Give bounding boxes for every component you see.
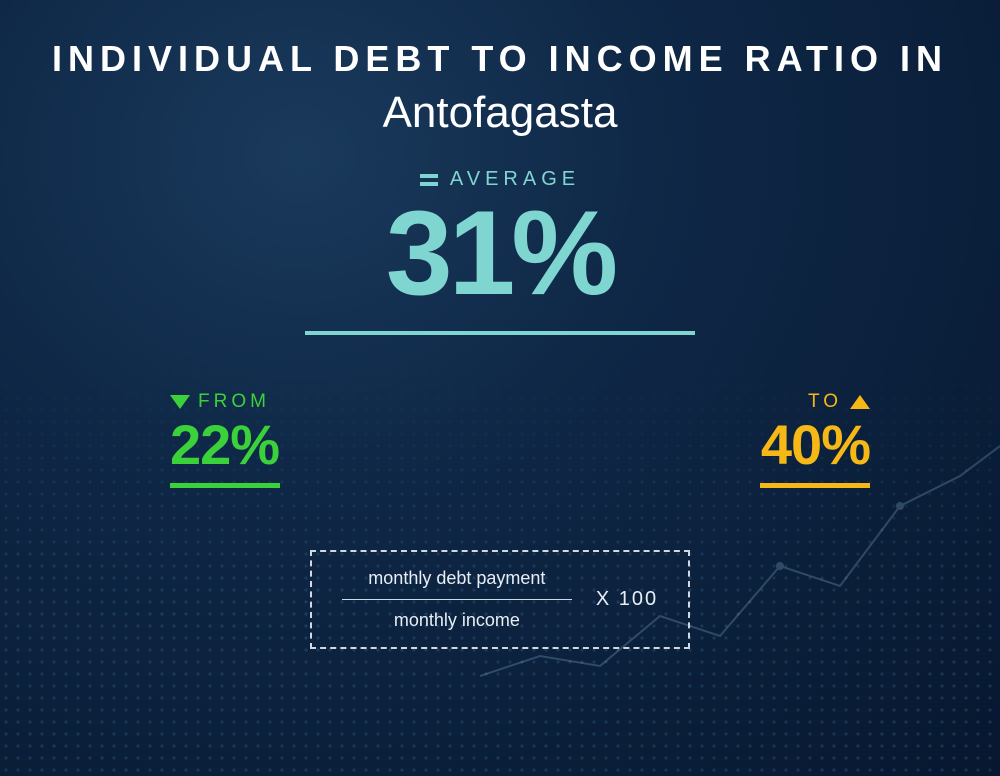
average-value: 31% (386, 193, 614, 313)
arrow-down-icon (170, 395, 190, 409)
range-to-value: 40% (761, 417, 870, 473)
formula-numerator: monthly debt payment (368, 568, 545, 589)
range-to-underline (760, 483, 870, 488)
range-from-value: 22% (170, 417, 280, 473)
range-from-underline (170, 483, 280, 488)
title-line-2: Antofagasta (383, 88, 618, 138)
title-line-1: INDIVIDUAL DEBT TO INCOME RATIO IN (52, 38, 948, 80)
content-container: INDIVIDUAL DEBT TO INCOME RATIO IN Antof… (0, 0, 1000, 776)
range-from-label-row: FROM (170, 391, 280, 413)
equals-icon (420, 174, 438, 186)
average-block: AVERAGE 31% (305, 168, 695, 335)
range-to-label: TO (808, 391, 842, 413)
range-from-label: FROM (198, 391, 270, 413)
average-underline (305, 331, 695, 335)
range-from-block: FROM 22% (170, 391, 280, 488)
range-row: FROM 22% TO 40% (0, 391, 1000, 488)
formula-fraction: monthly debt payment monthly income (342, 568, 572, 631)
formula-fraction-line (342, 599, 572, 600)
range-to-label-row: TO (808, 391, 870, 413)
formula-denominator: monthly income (394, 610, 520, 631)
formula-box: monthly debt payment monthly income X 10… (310, 550, 690, 649)
range-to-block: TO 40% (760, 391, 870, 488)
arrow-up-icon (850, 395, 870, 409)
formula-multiplier: X 100 (596, 588, 658, 611)
